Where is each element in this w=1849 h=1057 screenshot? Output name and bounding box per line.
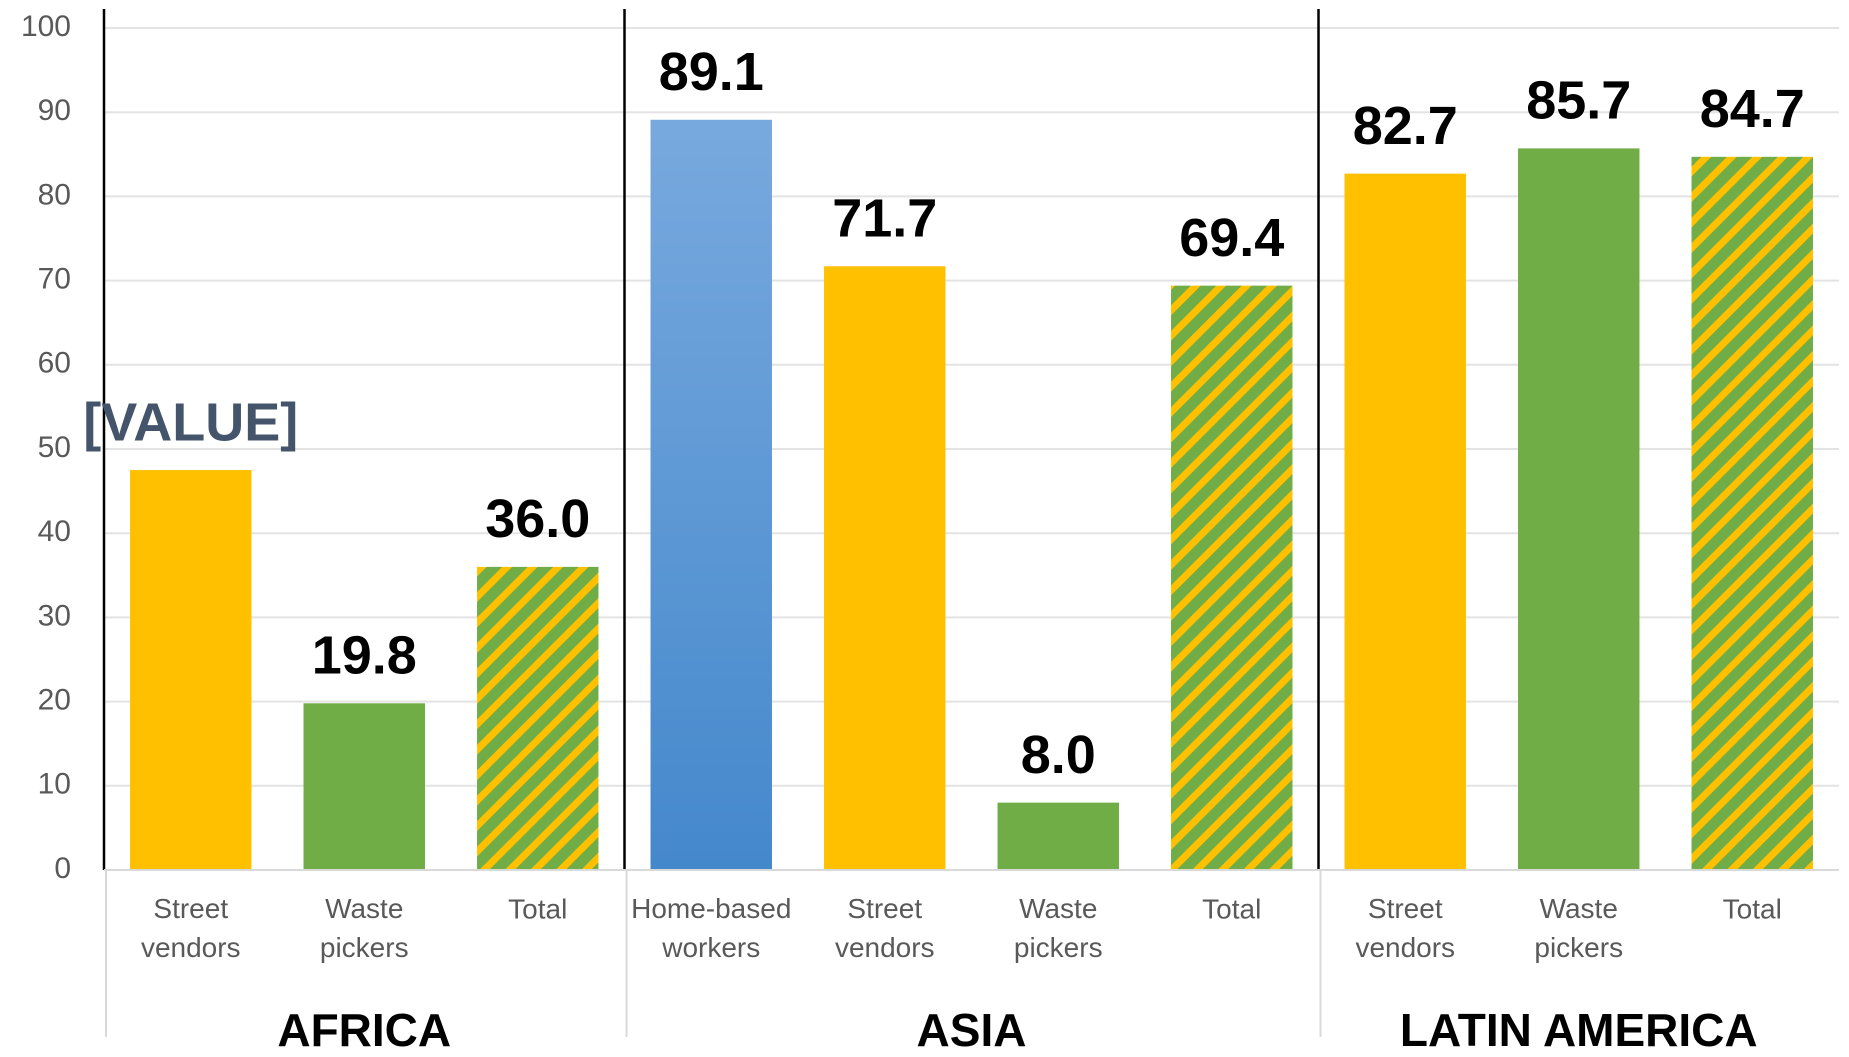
y-tick-label: 100 — [21, 10, 71, 43]
bar — [650, 119, 772, 870]
value-label: 36.0 — [485, 489, 590, 549]
y-tick-label: 80 — [38, 178, 71, 211]
x-tick-label: Waste pickers — [320, 893, 409, 963]
group-label: AFRICA — [277, 1004, 451, 1056]
x-tick-label: Home-based workers — [631, 893, 791, 963]
y-tick-label: 50 — [38, 431, 71, 464]
value-label: 19.8 — [312, 626, 417, 686]
x-tick-label: Street vendors — [1355, 893, 1455, 963]
y-tick-label: 70 — [38, 263, 71, 296]
bar — [477, 566, 599, 870]
bar — [303, 703, 425, 870]
x-tick-label: Total — [1202, 893, 1261, 924]
y-tick-label: 10 — [38, 768, 71, 801]
value-label: 84.7 — [1700, 79, 1805, 139]
bar — [1171, 285, 1293, 871]
bar — [997, 802, 1119, 870]
y-tick-label: 0 — [54, 852, 71, 885]
value-label: 85.7 — [1526, 71, 1631, 131]
value-label: 8.0 — [1021, 725, 1096, 785]
value-label: [VALUE] — [83, 392, 298, 452]
group-label: ASIA — [917, 1004, 1027, 1056]
x-tick-label: Waste pickers — [1014, 893, 1103, 963]
x-tick-label: Total — [508, 893, 567, 924]
bar — [1344, 173, 1466, 870]
bar — [130, 470, 252, 870]
value-label: 82.7 — [1353, 96, 1458, 156]
x-tick-label: Waste pickers — [1534, 893, 1623, 963]
y-tick-label: 30 — [38, 599, 71, 632]
group-label: LATIN AMERICA — [1400, 1004, 1758, 1056]
x-tick-label: Street vendors — [835, 893, 935, 963]
x-tick-label: Street vendors — [141, 893, 241, 963]
value-label: 69.4 — [1179, 208, 1284, 268]
value-label: 71.7 — [832, 189, 937, 249]
y-tick-label: 90 — [38, 94, 71, 127]
x-tick-label: Total — [1723, 893, 1782, 924]
y-tick-label: 60 — [38, 347, 71, 380]
bar — [824, 266, 946, 870]
y-tick-label: 20 — [38, 684, 71, 717]
y-tick-label: 40 — [38, 515, 71, 548]
bar — [1691, 156, 1813, 871]
bar — [1518, 148, 1640, 870]
value-label: 89.1 — [659, 42, 764, 102]
